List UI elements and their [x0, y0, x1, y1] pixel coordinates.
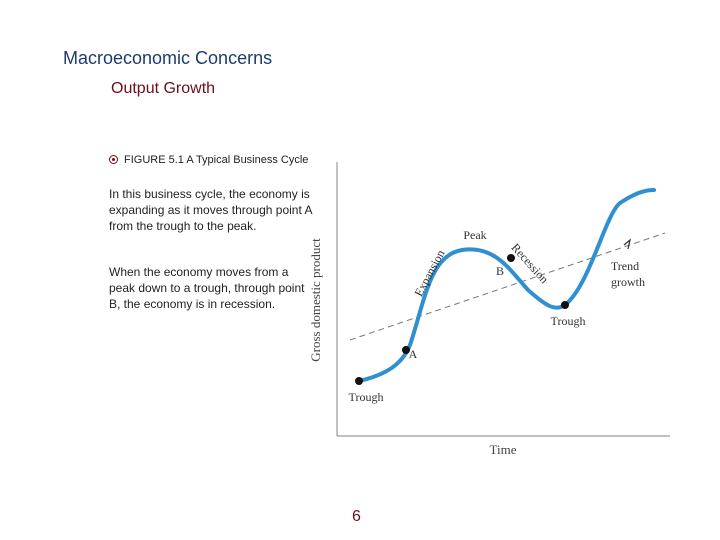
point-b-label: B — [496, 264, 504, 278]
point-a-label: A — [409, 347, 418, 361]
peak-label: Peak — [463, 228, 486, 242]
page-number: 6 — [352, 508, 361, 525]
trough-1-point — [355, 377, 363, 385]
trend-growth-label-1: Trend — [611, 259, 639, 273]
expansion-label: Expansion — [411, 247, 447, 298]
y-axis-label: Gross domestic product — [308, 238, 323, 362]
point-a-marker — [402, 346, 410, 354]
point-b-marker — [507, 254, 515, 262]
paragraph-recession: When the economy moves from a peak down … — [109, 265, 305, 311]
x-axis-label: Time — [490, 442, 517, 457]
slide-title: Macroeconomic Concerns — [63, 48, 273, 68]
trend-growth-label-2: growth — [611, 275, 645, 289]
paragraph-expansion: In this business cycle, the economy is e… — [109, 187, 312, 233]
figure-caption-text: FIGURE 5.1 A Typical Business Cycle — [124, 154, 309, 166]
trough-2-label: Trough — [551, 314, 586, 328]
trough-1-label: Trough — [349, 390, 384, 404]
trough-2-point — [561, 301, 569, 309]
slide-subtitle: Output Growth — [111, 80, 216, 97]
trend-line — [349, 232, 666, 341]
trend-arrowhead — [623, 238, 631, 250]
figure-caption: FIGURE 5.1 A Typical Business Cycle — [109, 153, 309, 168]
recession-label: Recession — [508, 241, 551, 287]
figure-bullet-icon — [109, 155, 118, 164]
gdp-curve — [357, 188, 656, 383]
